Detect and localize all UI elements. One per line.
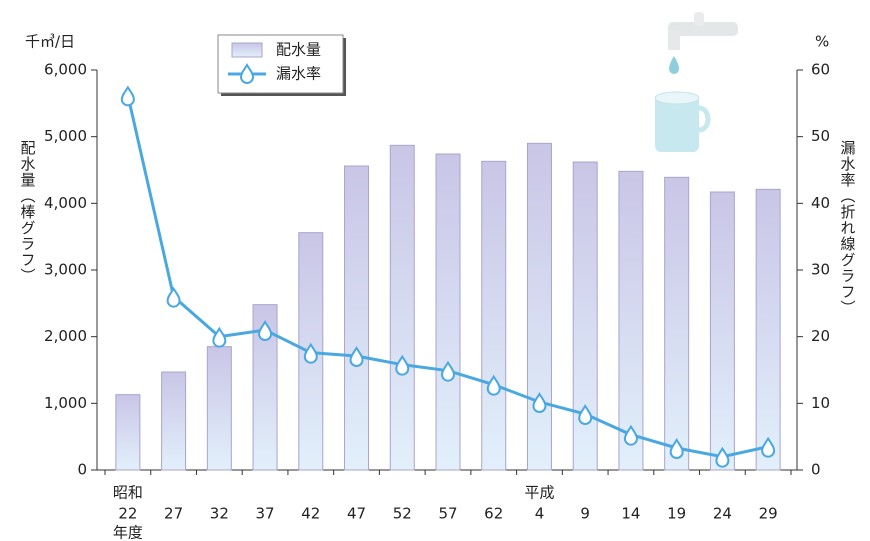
y-tick-label: 6,000 [44, 61, 87, 79]
era-label: 年度 [113, 524, 143, 541]
x-tick-label: 57 [438, 505, 457, 523]
x-tick-label: 62 [484, 505, 503, 523]
bar [435, 153, 461, 471]
legend-swatch [231, 42, 263, 58]
x-tick-label: 27 [164, 505, 183, 523]
marker [669, 438, 684, 459]
y2-tick-label: 30 [811, 261, 830, 279]
bar [481, 160, 507, 471]
y-unit: 千㎥/日 [25, 33, 75, 51]
marker [486, 374, 501, 396]
bar [709, 191, 735, 471]
era-label: 平成 [524, 484, 554, 502]
bar [664, 176, 690, 471]
y2-tick-label: 20 [811, 327, 830, 345]
x-tick-label: 24 [713, 505, 732, 523]
x-tick-label: 9 [580, 505, 590, 523]
x-tick-label: 37 [256, 505, 275, 523]
marker [166, 286, 181, 308]
marker [440, 360, 456, 382]
marker [623, 424, 638, 446]
marker [761, 436, 776, 458]
x-tick-label: 14 [621, 505, 640, 523]
y2-axis-title: 漏水率（折れ線グラフ） [839, 140, 857, 316]
y-tick-label: 3,000 [44, 261, 87, 279]
marker [715, 446, 730, 468]
marker [212, 326, 227, 348]
bar [161, 371, 187, 471]
era-label: 昭和 [113, 484, 143, 502]
y-tick-label: 2,000 [44, 327, 87, 345]
y-tick-label: 0 [77, 461, 87, 479]
y-tick-label: 1,000 [44, 394, 87, 412]
marker [532, 392, 547, 413]
marker [578, 404, 593, 425]
bar [206, 346, 232, 471]
bar [344, 165, 370, 471]
x-tick-label: 47 [347, 505, 366, 523]
marker [303, 342, 318, 364]
legend-label: 漏水率 [276, 65, 321, 83]
y-tick-label: 4,000 [44, 194, 87, 212]
x-tick-label: 22 [118, 505, 137, 523]
bar [526, 142, 552, 471]
bar [618, 170, 644, 471]
faucet-illustration [654, 12, 738, 152]
x-tick-label: 42 [301, 505, 320, 523]
y2-unit: % [815, 33, 829, 51]
x-tick-label: 29 [759, 505, 778, 523]
x-tick-label: 52 [393, 505, 412, 523]
legend-swatch [239, 63, 255, 84]
x-tick-label: 32 [210, 505, 229, 523]
y2-tick-label: 0 [811, 461, 821, 479]
marker [349, 346, 364, 367]
bar [115, 394, 141, 471]
x-tick-label: 19 [667, 505, 686, 523]
bar [389, 144, 415, 471]
bar [755, 188, 781, 471]
y2-tick-label: 60 [811, 61, 830, 79]
marker [120, 85, 135, 107]
marker [258, 320, 273, 341]
y-axis-title: 配水量（棒グラフ） [19, 140, 37, 284]
legend-label: 配水量 [276, 41, 321, 59]
y2-tick-label: 50 [811, 127, 830, 145]
y2-tick-label: 40 [811, 194, 830, 212]
y-tick-label: 5,000 [44, 127, 87, 145]
y2-tick-label: 10 [811, 394, 830, 412]
marker [395, 354, 410, 376]
x-tick-label: 4 [535, 505, 545, 523]
